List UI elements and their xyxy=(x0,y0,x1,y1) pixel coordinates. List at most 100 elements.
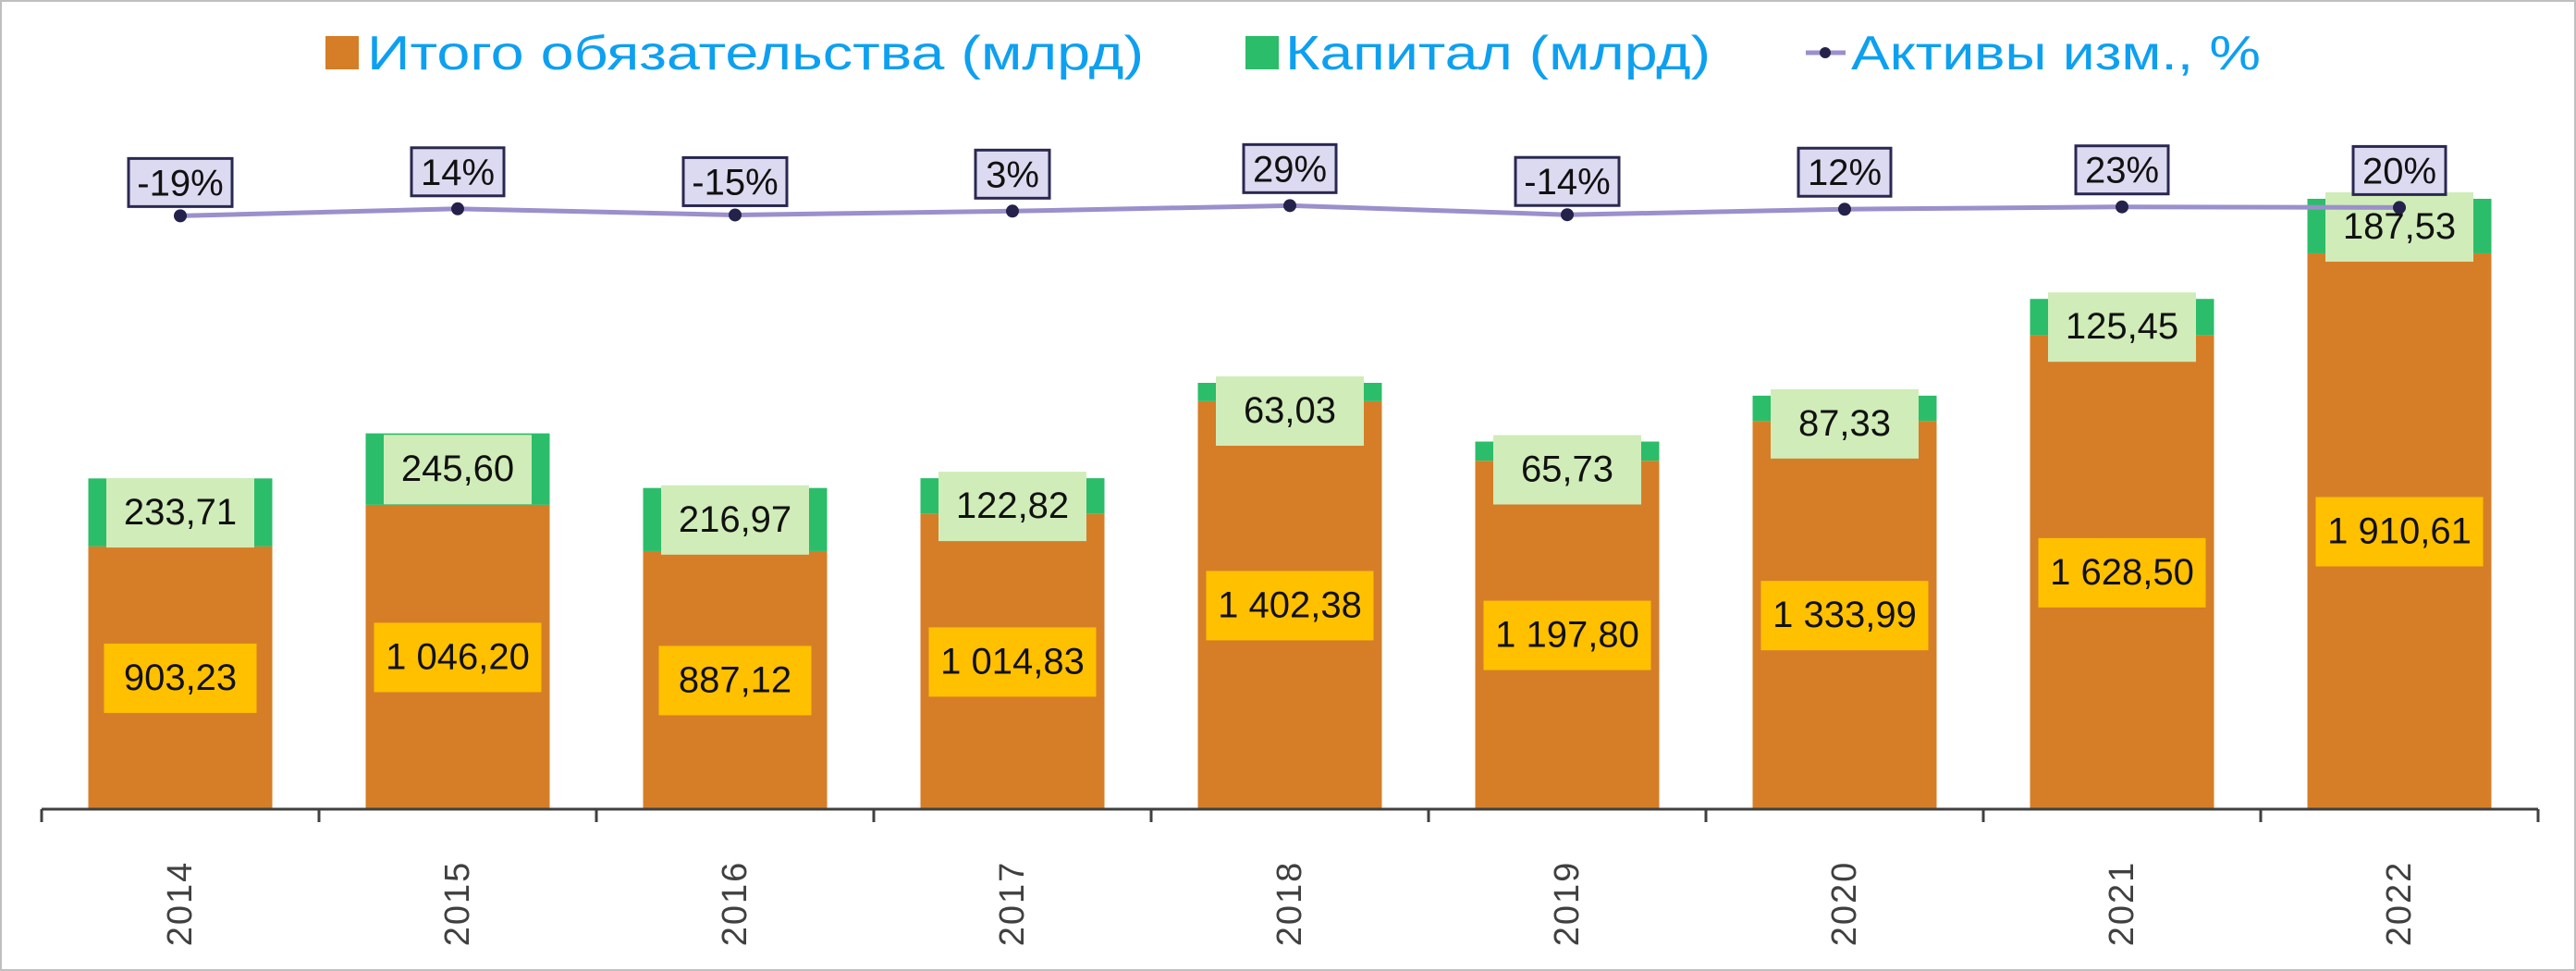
liabilities-data-label: 887,12 xyxy=(658,645,812,716)
capital-data-label: 65,73 xyxy=(1493,435,1641,505)
capital-value: 87,33 xyxy=(1798,403,1891,444)
label-background xyxy=(127,156,234,208)
capital-value: 216,97 xyxy=(679,499,791,540)
label-background xyxy=(928,627,1097,697)
assets-change-value: 20% xyxy=(2362,151,2436,191)
assets-change-data-label: 29% xyxy=(1242,142,1338,194)
x-tick-label: 2014 xyxy=(161,861,200,947)
label-background xyxy=(661,485,809,555)
x-tick-label: 2020 xyxy=(1825,861,1864,947)
label-background xyxy=(2315,497,2484,567)
label-background xyxy=(938,472,1086,542)
assets-change-point xyxy=(1283,199,1296,213)
assets-change-value: 12% xyxy=(1808,153,1882,193)
capital-value: 65,73 xyxy=(1521,449,1613,490)
liabilities-value: 887,12 xyxy=(679,659,791,700)
liabilities-value: 1 333,99 xyxy=(1773,595,1917,635)
capital-value: 233,71 xyxy=(124,492,237,533)
assets-change-point xyxy=(1006,204,1019,218)
capital-data-label: 122,82 xyxy=(938,472,1086,542)
liabilities-value: 1 628,50 xyxy=(2050,552,2194,593)
label-background xyxy=(1514,155,1621,207)
assets-change-value: 3% xyxy=(986,154,1039,195)
label-background xyxy=(1493,435,1641,505)
assets-change-point xyxy=(729,208,742,222)
legend-item-0[interactable]: Итого обязательства (млрд) xyxy=(325,27,1144,80)
assets-change-value: 14% xyxy=(421,153,495,193)
assets-change-data-label: 14% xyxy=(410,146,506,198)
capital-value: 122,82 xyxy=(956,486,1069,526)
x-tick-label: 2019 xyxy=(1548,861,1587,947)
assets-change-data-label: 3% xyxy=(974,148,1051,200)
legend-marker xyxy=(1820,47,1831,58)
assets-change-point xyxy=(174,209,187,223)
label-background xyxy=(104,643,257,713)
liabilities-value: 903,23 xyxy=(124,658,237,698)
x-tick-label: 2016 xyxy=(716,861,754,947)
x-tick-label: 2021 xyxy=(2103,861,2141,947)
label-background xyxy=(410,146,506,198)
label-background xyxy=(2351,144,2447,196)
legend-label: Итого обязательства (млрд) xyxy=(367,27,1144,80)
liabilities-data-label: 1 402,38 xyxy=(1206,571,1374,641)
assets-change-point xyxy=(2116,200,2128,214)
assets-change-point xyxy=(451,202,464,215)
legend-label: Капитал (млрд) xyxy=(1285,27,1711,80)
capital-value: 125,45 xyxy=(2066,306,2178,347)
liabilities-value: 1 910,61 xyxy=(2327,510,2472,551)
capital-value: 63,03 xyxy=(1244,390,1336,431)
liabilities-data-label: 1 046,20 xyxy=(374,622,542,693)
capital-value: 245,60 xyxy=(401,449,514,489)
liabilities-data-label: 1 197,80 xyxy=(1483,600,1651,670)
label-background xyxy=(1216,376,1364,447)
label-background xyxy=(2048,292,2196,363)
liabilities-value: 1 402,38 xyxy=(1218,584,1362,625)
legend-swatch xyxy=(325,36,359,69)
label-background xyxy=(1797,146,1893,198)
capital-data-label: 216,97 xyxy=(661,485,809,555)
capital-data-label: 63,03 xyxy=(1216,376,1364,447)
label-background xyxy=(374,622,542,693)
assets-change-value: -15% xyxy=(692,162,778,203)
assets-change-value: 29% xyxy=(1253,149,1327,190)
assets-change-data-label: 23% xyxy=(2074,144,2170,196)
assets-change-point xyxy=(1561,208,1574,222)
legend-label: Активы изм., % xyxy=(1851,27,2261,80)
label-background xyxy=(384,435,532,505)
assets-change-value: -19% xyxy=(137,163,223,203)
label-background xyxy=(1771,388,1919,459)
legend-item-2[interactable]: Активы изм., % xyxy=(1806,27,2261,80)
liabilities-data-label: 1 014,83 xyxy=(928,627,1097,697)
label-background xyxy=(974,148,1051,200)
label-background xyxy=(1760,581,1929,651)
x-tick-label: 2018 xyxy=(1270,861,1309,947)
assets-change-data-label: -19% xyxy=(127,156,234,208)
capital-data-label: 125,45 xyxy=(2048,292,2196,363)
label-background xyxy=(658,645,812,716)
liabilities-value: 1 046,20 xyxy=(386,636,530,677)
x-tick-label: 2022 xyxy=(2380,861,2419,947)
x-tick-label: 2017 xyxy=(993,861,1032,947)
liabilities-data-label: 1 628,50 xyxy=(2038,537,2206,608)
label-background xyxy=(106,478,254,548)
assets-change-value: -14% xyxy=(1524,162,1610,203)
liabilities-data-label: 903,23 xyxy=(104,643,257,713)
label-background xyxy=(1242,142,1338,194)
legend-item-1[interactable]: Капитал (млрд) xyxy=(1245,27,1711,80)
legend: Итого обязательства (млрд) Капитал (млрд)… xyxy=(325,27,2261,80)
liabilities-data-label: 1 333,99 xyxy=(1760,581,1929,651)
assets-change-data-label: 20% xyxy=(2351,144,2447,196)
assets-change-point xyxy=(2393,201,2406,215)
label-background xyxy=(681,155,789,207)
x-tick-label: 2015 xyxy=(438,861,477,947)
label-background xyxy=(1206,571,1374,641)
capital-data-label: 245,60 xyxy=(384,435,532,505)
capital-data-label: 87,33 xyxy=(1771,388,1919,459)
assets-change-data-label: 12% xyxy=(1797,146,1893,198)
capital-data-label: 233,71 xyxy=(106,478,254,548)
liabilities-value: 1 014,83 xyxy=(940,641,1085,682)
label-background xyxy=(1483,600,1651,670)
liabilities-data-label: 1 910,61 xyxy=(2315,497,2484,567)
